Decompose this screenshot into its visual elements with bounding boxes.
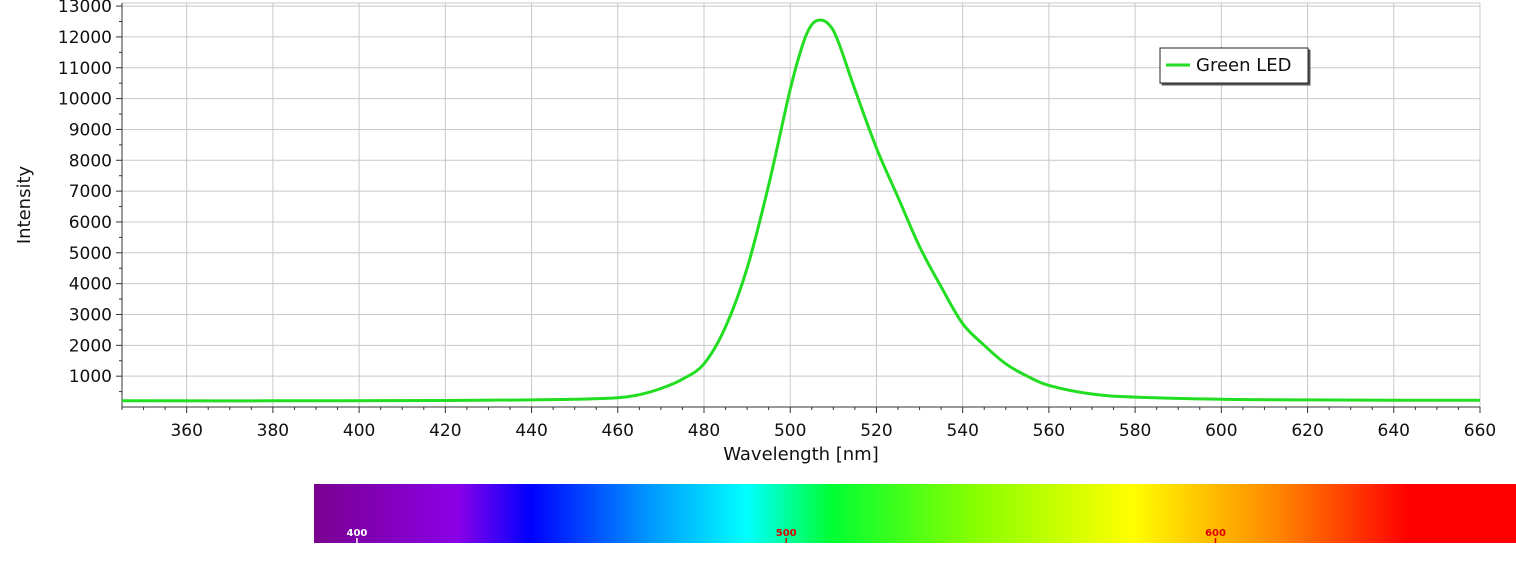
x-tick-label: 540 [946, 421, 978, 441]
x-axis: 360 380 400 420 440 460 480 500 520 540 560 580 600 6… [121, 406, 1496, 441]
x-tick-label: 620 [1291, 421, 1323, 441]
x-tick-label: 520 [860, 421, 892, 441]
x-tick-label: 580 [1119, 421, 1151, 441]
x-tick-label: 640 [1378, 421, 1410, 441]
x-tick-label: 500 [774, 421, 806, 441]
x-tick-label: 560 [1033, 421, 1065, 441]
x-tick-label: 600 [1205, 421, 1237, 441]
x-tick-label: 460 [602, 421, 634, 441]
x-tick-label: 420 [429, 421, 461, 441]
x-axis-title: Wavelength [nm] [723, 444, 879, 465]
y-tick-label: 3000 [69, 305, 112, 325]
x-tick-label: 400 [343, 421, 375, 441]
y-tick-label: 4000 [69, 275, 112, 295]
x-tick-label: 480 [688, 421, 720, 441]
y-tick-label: 6000 [69, 213, 112, 233]
spectrum-label-500: 500 [776, 528, 797, 539]
x-tick-label: 360 [170, 421, 202, 441]
y-tick-label: 7000 [69, 182, 112, 202]
y-tick-label: 1000 [69, 367, 112, 387]
y-axis: 1000 2000 3000 4000 5000 6000 7000 8000 9000 1000… [58, 0, 123, 407]
grid [122, 2, 1481, 407]
spectrum-label-400: 400 [346, 528, 367, 539]
spectrum-label-600: 600 [1205, 528, 1226, 539]
spectrum-gradient [314, 484, 1516, 543]
y-tick-label: 12000 [58, 28, 112, 48]
x-tick-label: 380 [257, 421, 289, 441]
y-tick-label: 10000 [58, 90, 112, 110]
y-axis-title: Intensity [14, 165, 35, 244]
y-tick-label: 13000 [58, 0, 112, 17]
y-tick-label: 5000 [69, 244, 112, 264]
y-tick-label: 11000 [58, 59, 112, 79]
series-line-green-led [121, 18, 1481, 403]
legend: Green LED [1159, 47, 1309, 84]
x-tick-label: 660 [1464, 421, 1496, 441]
x-tick-label: 440 [515, 421, 547, 441]
y-tick-label: 9000 [69, 120, 112, 140]
spectrum-color-bar: 400 500 600 [314, 484, 1516, 543]
y-tick-label: 2000 [69, 336, 112, 356]
legend-label-green-led: Green LED [1196, 55, 1292, 76]
series-layer [121, 18, 1481, 403]
y-tick-label: 8000 [69, 151, 112, 171]
